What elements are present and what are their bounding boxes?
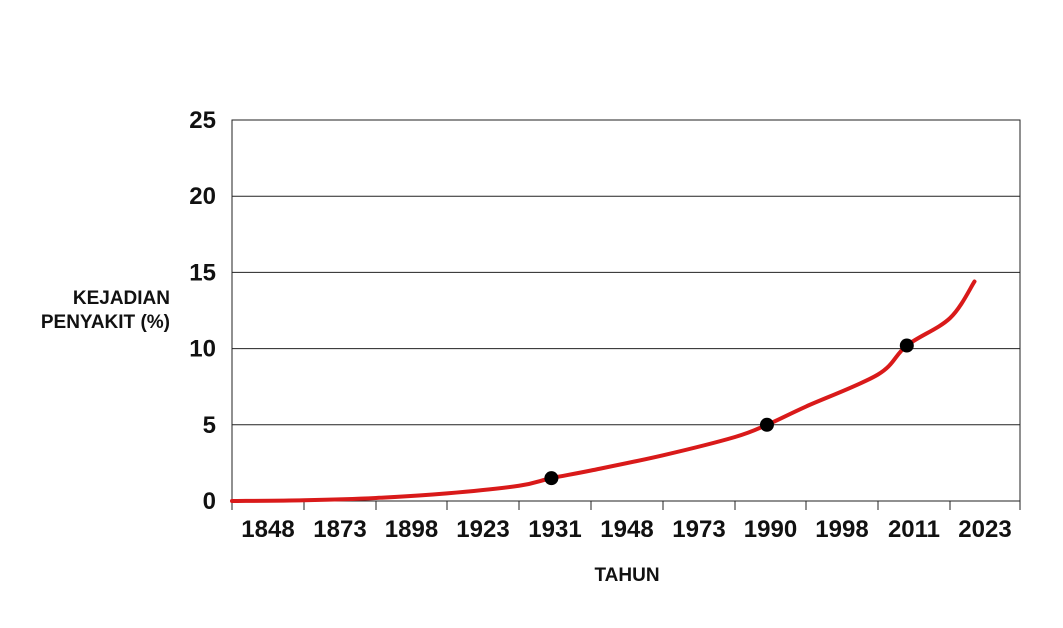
x-tick-label: 1873 xyxy=(313,516,366,543)
y-tick-label: 0 xyxy=(203,488,216,515)
y-tick-label: 5 xyxy=(203,412,216,439)
y-axis-ticks: 0 5 10 15 20 25 xyxy=(189,107,216,515)
x-tick-label: 1923 xyxy=(456,516,509,543)
gridlines xyxy=(232,195,1020,426)
y-tick-label: 10 xyxy=(189,336,216,363)
y-axis-label-line-2: PENYAKIT (%) xyxy=(41,312,170,333)
data-point xyxy=(899,338,914,353)
x-axis-ticks: 1848 1873 1898 1923 1931 1948 1973 1990 1998 2011… xyxy=(231,501,1021,543)
series-line xyxy=(230,279,977,503)
plot-frame xyxy=(231,119,1021,502)
x-tick-label: 1848 xyxy=(241,516,294,543)
x-tick-label: 1990 xyxy=(744,516,797,543)
y-tick-label: 15 xyxy=(189,259,216,286)
x-tick-label: 1973 xyxy=(672,516,725,543)
x-tick-label: 1931 xyxy=(528,516,581,543)
series-layer xyxy=(230,279,977,503)
x-axis-label: TAHUN xyxy=(594,565,659,586)
markers-layer xyxy=(544,338,914,486)
data-point xyxy=(544,471,559,486)
x-tick-label: 2023 xyxy=(958,516,1011,543)
x-tick-label: 1998 xyxy=(815,516,868,543)
x-tick-label: 1948 xyxy=(600,516,653,543)
x-tick-label: 1898 xyxy=(385,516,438,543)
y-tick-label: 25 xyxy=(189,107,216,134)
y-axis-label-line-1: KEJADIAN xyxy=(73,288,170,309)
x-tick-label: 2011 xyxy=(888,516,940,543)
y-tick-label: 20 xyxy=(189,183,216,210)
data-point xyxy=(759,417,774,432)
